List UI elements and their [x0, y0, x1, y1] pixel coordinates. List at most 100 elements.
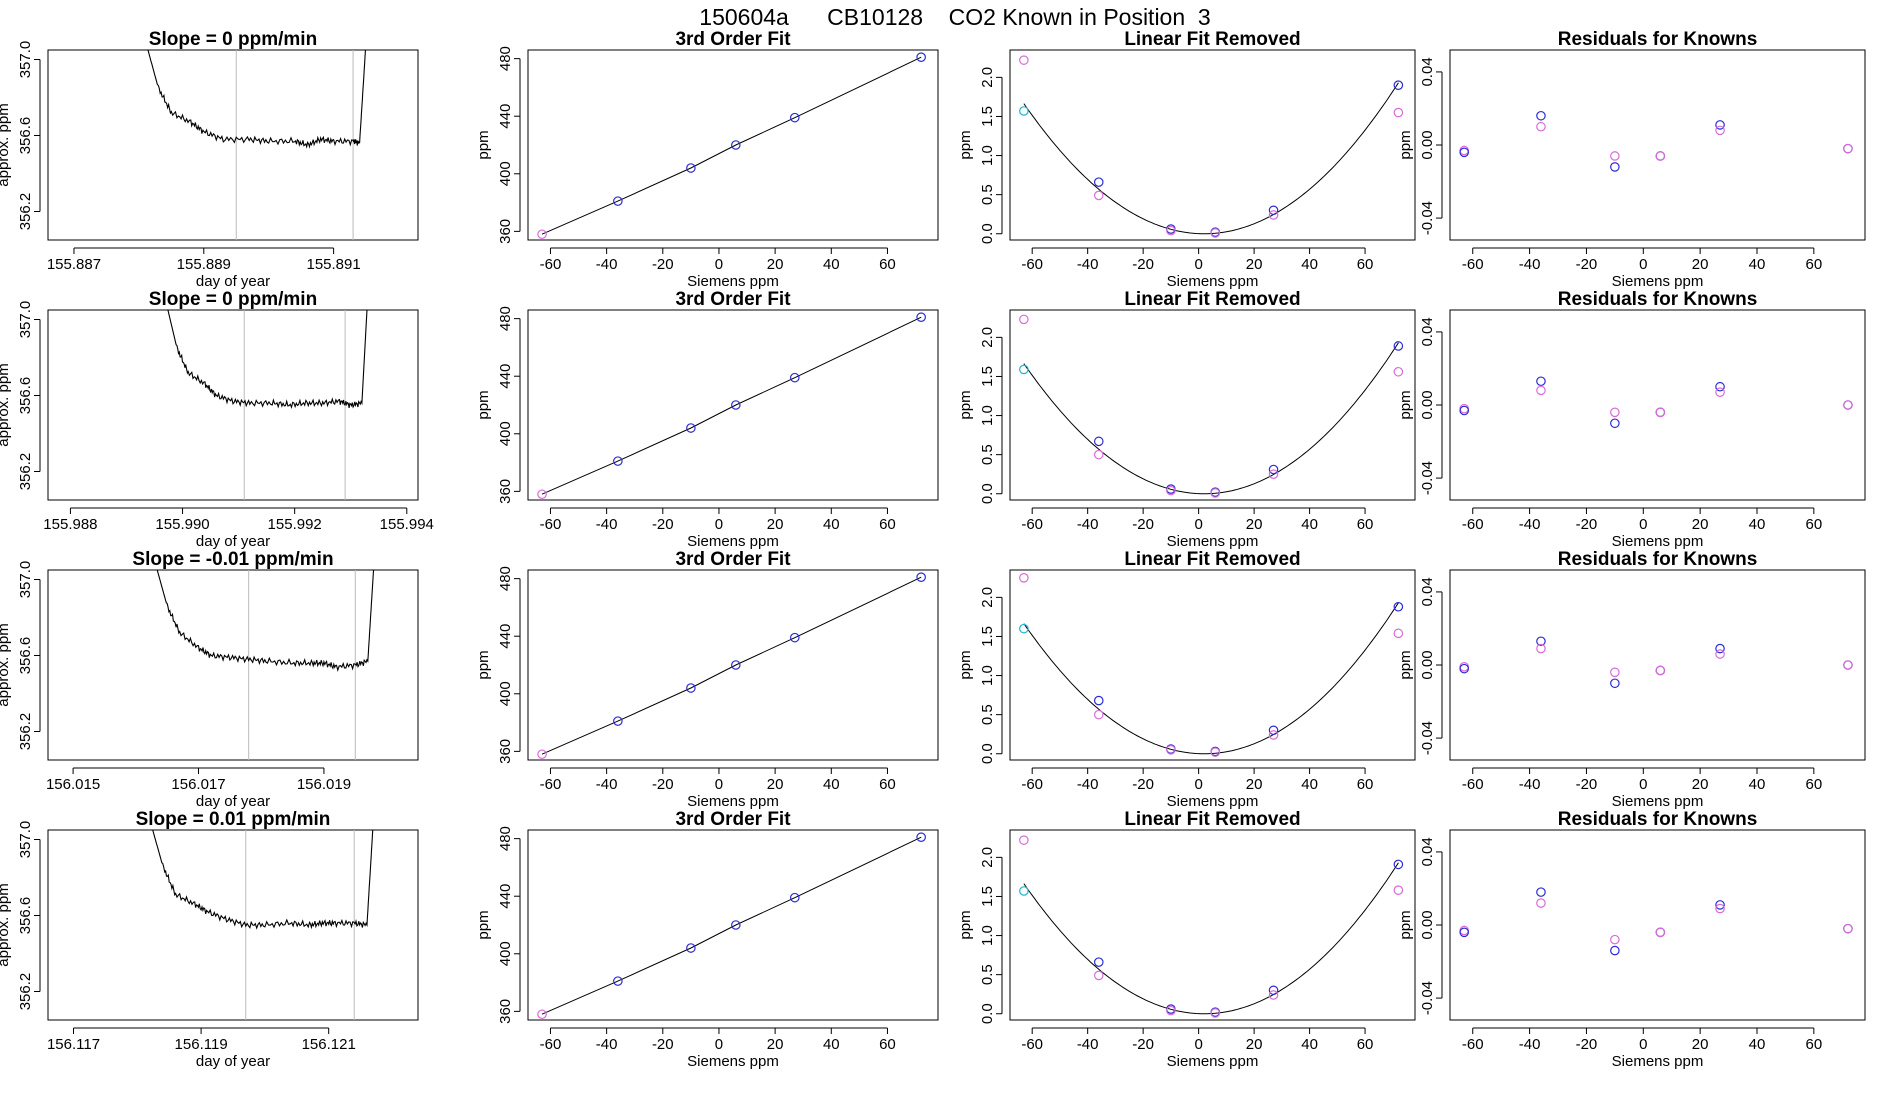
y-axis-label: ppm: [1397, 390, 1414, 419]
x-tick-label: -60: [1021, 1036, 1043, 1053]
data-point-blue: [789, 112, 800, 123]
x-tick-label: 155.990: [155, 516, 209, 533]
x-tick-label: -20: [652, 776, 674, 793]
plot-frame: [1009, 569, 1416, 761]
data-point-blue: [613, 456, 623, 466]
data-point-blue: [1715, 900, 1725, 910]
x-axis-label: day of year: [196, 1053, 270, 1070]
panel-r1c3: Linear Fit Removed -60 -40 -20 0 20 40 60 Siemen…: [957, 29, 1416, 290]
plot-area: [1023, 862, 1399, 1015]
y-tick-label: 357.0: [17, 821, 34, 859]
y-tick-label: 0.00: [1419, 130, 1436, 159]
y-tick-label: 357.0: [17, 301, 34, 339]
x-tick-label: 0: [715, 256, 723, 273]
panel-r3c4: Residuals for Knowns -60 -40 -20 0 20 40 60 Siem…: [1397, 549, 1866, 810]
y-tick-label: 360: [497, 739, 514, 764]
data-point-blue: [1536, 376, 1546, 387]
x-tick-label: 155.994: [380, 516, 434, 533]
fit-curve: [1023, 862, 1399, 1015]
x-axis-label: day of year: [196, 273, 270, 290]
fit-curve: [1023, 82, 1399, 235]
x-axis-label: Siemens ppm: [1167, 273, 1259, 290]
data-point-magenta: [537, 229, 547, 240]
x-axis-label: Siemens ppm: [1612, 273, 1704, 290]
x-tick-label: 60: [879, 1036, 896, 1053]
y-tick-label: 0.0: [979, 1003, 996, 1024]
x-tick-label: -40: [1077, 516, 1099, 533]
data-point-magenta: [537, 489, 547, 500]
panel-r2c3: Linear Fit Removed -60 -40 -20 0 20 40 60 Siemen…: [957, 289, 1416, 550]
y-tick-label: 0.5: [979, 444, 996, 465]
panel-title: Linear Fit Removed: [1124, 549, 1300, 570]
data-point-magenta: [1715, 387, 1725, 398]
y-tick-label: 480: [497, 306, 514, 331]
panel-title: Slope = 0.01 ppm/min: [136, 809, 331, 830]
panel-title: 3rd Order Fit: [675, 809, 791, 830]
plot-frame: [527, 309, 939, 501]
y-tick-label: 0.5: [979, 184, 996, 205]
x-axis-label: Siemens ppm: [687, 273, 779, 290]
y-tick-label: 0.00: [1419, 390, 1436, 419]
y-axis-label: approx. ppm: [0, 623, 12, 706]
x-tick-label: -20: [1132, 256, 1154, 273]
x-tick-label: 0: [715, 1036, 723, 1053]
x-tick-label: 0: [1639, 516, 1647, 533]
y-tick-label: 0.04: [1419, 317, 1436, 346]
x-tick-label: 156.019: [297, 776, 351, 793]
x-tick-label: 40: [1749, 776, 1766, 793]
data-point-magenta: [537, 749, 547, 760]
data-point-blue: [1459, 405, 1470, 416]
x-axis-label: Siemens ppm: [1167, 793, 1259, 810]
data-point-blue: [1536, 887, 1546, 897]
x-axis-label: Siemens ppm: [687, 793, 779, 810]
y-tick-label: 360: [497, 999, 514, 1024]
data-point-blue: [686, 163, 696, 173]
data-point-magenta: [1843, 143, 1853, 154]
y-tick-label: 1.5: [979, 366, 996, 387]
x-tick-label: 40: [823, 776, 840, 793]
x-tick-label: 0: [1194, 256, 1202, 273]
x-tick-label: 60: [1805, 256, 1822, 273]
plot-frame: [47, 829, 419, 1021]
x-tick-label: -20: [1576, 516, 1598, 533]
x-axis-label: Siemens ppm: [1167, 1053, 1259, 1070]
plot-frame: [1449, 829, 1866, 1021]
x-tick-label: 20: [767, 516, 784, 533]
panel-title: 3rd Order Fit: [675, 289, 791, 310]
data-point-blue: [731, 660, 741, 670]
plot-area: [541, 56, 922, 235]
data-point-magenta: [1655, 665, 1666, 676]
data-point-magenta: [1166, 225, 1176, 236]
plot-area: [167, 310, 368, 500]
x-tick-label: 0: [1639, 256, 1647, 273]
plot-area: [541, 316, 922, 495]
panel-title: Slope = -0.01 ppm/min: [132, 549, 333, 570]
data-point-blue: [731, 400, 741, 410]
x-tick-label: -20: [652, 516, 674, 533]
data-point-magenta: [1019, 573, 1029, 583]
x-tick-label: 40: [823, 1036, 840, 1053]
y-tick-label: 356.6: [17, 637, 34, 675]
y-tick-label: 356.2: [17, 973, 34, 1011]
y-tick-label: 356.2: [17, 713, 34, 751]
y-tick-label: 440: [497, 104, 514, 129]
panel-r2c4: Residuals for Knowns -60 -40 -20 0 20 40 60 Siem…: [1397, 289, 1866, 550]
panel-title: Residuals for Knowns: [1558, 549, 1758, 570]
data-point-blue: [731, 920, 741, 930]
x-tick-label: 20: [1692, 1036, 1709, 1053]
x-tick-label: 40: [1749, 1036, 1766, 1053]
data-point-magenta: [1655, 151, 1666, 161]
data-point-magenta: [1610, 407, 1620, 418]
data-point-blue: [1715, 120, 1725, 130]
panel-title: Slope = 0 ppm/min: [149, 289, 317, 310]
y-tick-label: -0.04: [1419, 981, 1436, 1015]
x-tick-label: -60: [540, 1036, 562, 1053]
x-tick-label: -60: [1462, 516, 1484, 533]
y-tick-label: 2.0: [979, 67, 996, 88]
y-axis-label: ppm: [957, 390, 974, 419]
plot-frame: [527, 569, 939, 761]
data-point-blue: [1610, 945, 1620, 956]
y-tick-label: 0.04: [1419, 57, 1436, 86]
y-axis-label: approx. ppm: [0, 363, 12, 446]
